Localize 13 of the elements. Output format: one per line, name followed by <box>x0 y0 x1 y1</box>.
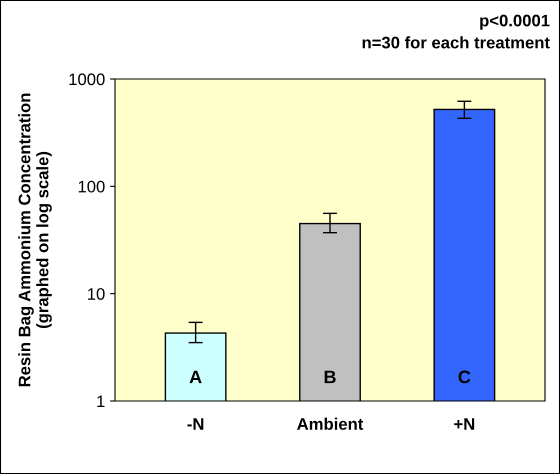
x-tick-label: -N <box>187 418 204 430</box>
x-tick-label: +N <box>454 418 474 430</box>
y-tick-label: 100 <box>78 180 105 193</box>
x-tick-label: Ambient <box>297 418 364 430</box>
y-tick-label: 10 <box>88 288 105 300</box>
text: p<0.0001 <box>480 14 550 30</box>
annotation: B <box>324 370 336 384</box>
y-tick-label: 1 <box>97 396 104 408</box>
annotation: A <box>190 370 202 384</box>
y-tick-label: 1000 <box>69 73 105 86</box>
annotation: C <box>458 370 470 384</box>
text: n=30 for each treatment <box>362 36 550 48</box>
y-axis-title: Resin Bag Ammonium Concentration (graphed on log scale) <box>18 94 52 386</box>
